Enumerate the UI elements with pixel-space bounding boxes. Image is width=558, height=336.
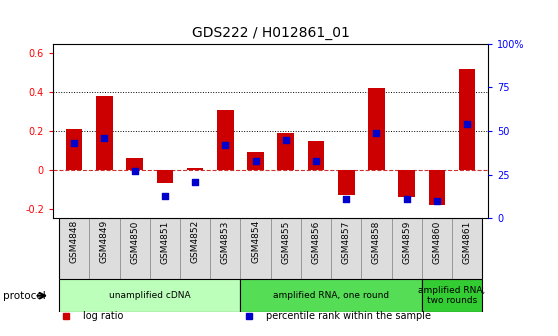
Bar: [157, 170, 173, 183]
Bar: [247, 153, 264, 170]
Text: amplified RNA,
two rounds: amplified RNA, two rounds: [418, 286, 485, 305]
Point: [311, 158, 320, 163]
Point: [402, 197, 411, 202]
Bar: [398, 170, 415, 197]
Bar: [271, 218, 301, 279]
Point: [221, 142, 230, 148]
Text: GSM4851: GSM4851: [160, 220, 169, 263]
Point: [251, 158, 260, 163]
Bar: [338, 170, 354, 195]
Bar: [422, 279, 482, 312]
Text: GSM4857: GSM4857: [341, 220, 350, 263]
Text: GSM4860: GSM4860: [432, 220, 441, 263]
Bar: [277, 133, 294, 170]
Point: [372, 130, 381, 135]
Bar: [307, 141, 324, 170]
Bar: [362, 218, 392, 279]
Bar: [59, 279, 240, 312]
Text: GSM4848: GSM4848: [70, 220, 79, 263]
Bar: [180, 218, 210, 279]
Bar: [240, 218, 271, 279]
Point: [70, 140, 79, 146]
Point: [130, 169, 139, 174]
Text: protocol: protocol: [3, 291, 46, 301]
Bar: [301, 218, 331, 279]
Text: GSM4861: GSM4861: [463, 220, 472, 263]
Bar: [392, 218, 422, 279]
Bar: [422, 218, 452, 279]
Bar: [126, 158, 143, 170]
Bar: [240, 279, 422, 312]
Text: log ratio: log ratio: [84, 311, 124, 321]
Text: GSM4853: GSM4853: [221, 220, 230, 263]
Point: [160, 193, 169, 198]
Text: GSM4850: GSM4850: [130, 220, 139, 263]
Text: GSM4854: GSM4854: [251, 220, 260, 263]
Text: GDS222 / H012861_01: GDS222 / H012861_01: [192, 26, 349, 40]
Bar: [89, 218, 119, 279]
Bar: [452, 218, 482, 279]
Point: [432, 198, 441, 204]
Point: [100, 135, 109, 141]
Bar: [150, 218, 180, 279]
Point: [463, 121, 472, 127]
Point: [341, 197, 350, 202]
Bar: [119, 218, 150, 279]
Text: unamplified cDNA: unamplified cDNA: [109, 291, 190, 300]
Text: GSM4852: GSM4852: [191, 220, 200, 263]
Bar: [210, 218, 240, 279]
Bar: [187, 168, 203, 170]
Bar: [368, 88, 384, 170]
Bar: [429, 170, 445, 205]
Text: GSM4849: GSM4849: [100, 220, 109, 263]
Text: percentile rank within the sample: percentile rank within the sample: [266, 311, 431, 321]
Bar: [459, 69, 475, 170]
Text: GSM4856: GSM4856: [311, 220, 320, 263]
Text: GSM4859: GSM4859: [402, 220, 411, 263]
Bar: [66, 129, 83, 170]
Text: amplified RNA, one round: amplified RNA, one round: [273, 291, 389, 300]
Point: [281, 137, 290, 142]
Bar: [331, 218, 362, 279]
Bar: [96, 96, 113, 170]
Text: GSM4855: GSM4855: [281, 220, 290, 263]
Text: GSM4858: GSM4858: [372, 220, 381, 263]
Point: [191, 179, 200, 184]
Bar: [217, 110, 234, 170]
Bar: [59, 218, 89, 279]
